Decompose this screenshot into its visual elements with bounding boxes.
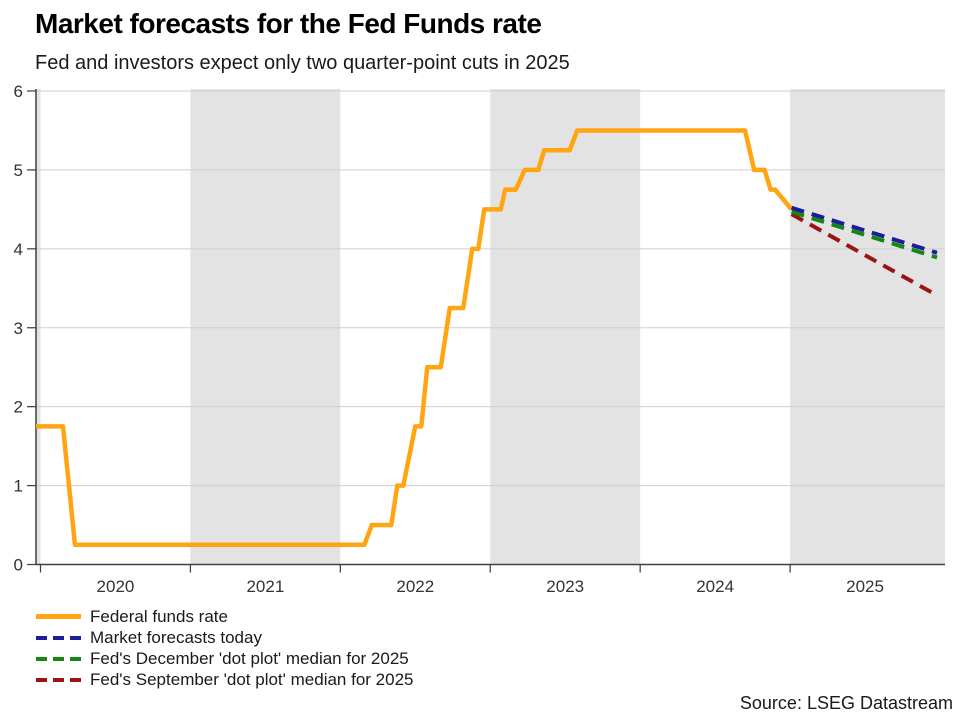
shaded-year-band [790,89,945,565]
x-tick-label: 2024 [696,577,734,596]
y-tick-label: 4 [14,240,23,259]
chart-legend: Federal funds rate Market forecasts toda… [36,606,413,690]
legend-swatch-dashed-green [36,656,81,661]
y-tick-label: 0 [14,556,23,575]
legend-item-market-forecasts-today: Market forecasts today [36,627,413,648]
shaded-year-band [190,89,341,565]
legend-label-market-forecasts-today: Market forecasts today [90,627,262,647]
y-tick-label: 2 [14,398,23,417]
legend-label-fed-september-dot-plot: Fed's September 'dot plot' median for 20… [90,669,414,689]
x-tick-label: 2020 [97,577,135,596]
fed-september-dot-plot-line [790,212,938,298]
chart-title: Market forecasts for the Fed Funds rate [35,8,542,39]
y-tick-label: 1 [14,477,23,496]
x-tick-label: 2025 [846,577,884,596]
y-tick-label: 6 [14,82,23,101]
legend-item-federal-funds-rate: Federal funds rate [36,606,413,627]
legend-swatch-dashed-navy [36,635,81,640]
legend-swatch-dashed-darkred [36,677,81,682]
legend-label-fed-december-dot-plot: Fed's December 'dot plot' median for 202… [90,648,409,668]
legend-item-fed-december-dot-plot: Fed's December 'dot plot' median for 202… [36,648,413,669]
shaded-year-band [35,89,41,565]
y-tick-label: 3 [14,319,23,338]
legend-swatch-solid-orange [36,614,81,619]
federal-funds-rate-line [35,128,794,548]
legend-label-federal-funds-rate: Federal funds rate [90,606,228,626]
y-tick-label: 5 [14,161,23,180]
x-tick-label: 2021 [246,577,284,596]
legend-item-fed-september-dot-plot: Fed's September 'dot plot' median for 20… [36,669,413,690]
shaded-year-band [490,89,641,565]
fed-december-dot-plot-line [790,209,938,260]
x-tick-label: 2023 [546,577,584,596]
x-tick-label: 2022 [396,577,434,596]
source-note: Source: LSEG Datastream [739,693,953,713]
chart-subtitle: Fed and investors expect only two quarte… [35,52,570,74]
market-forecasts-today-line [790,205,938,255]
